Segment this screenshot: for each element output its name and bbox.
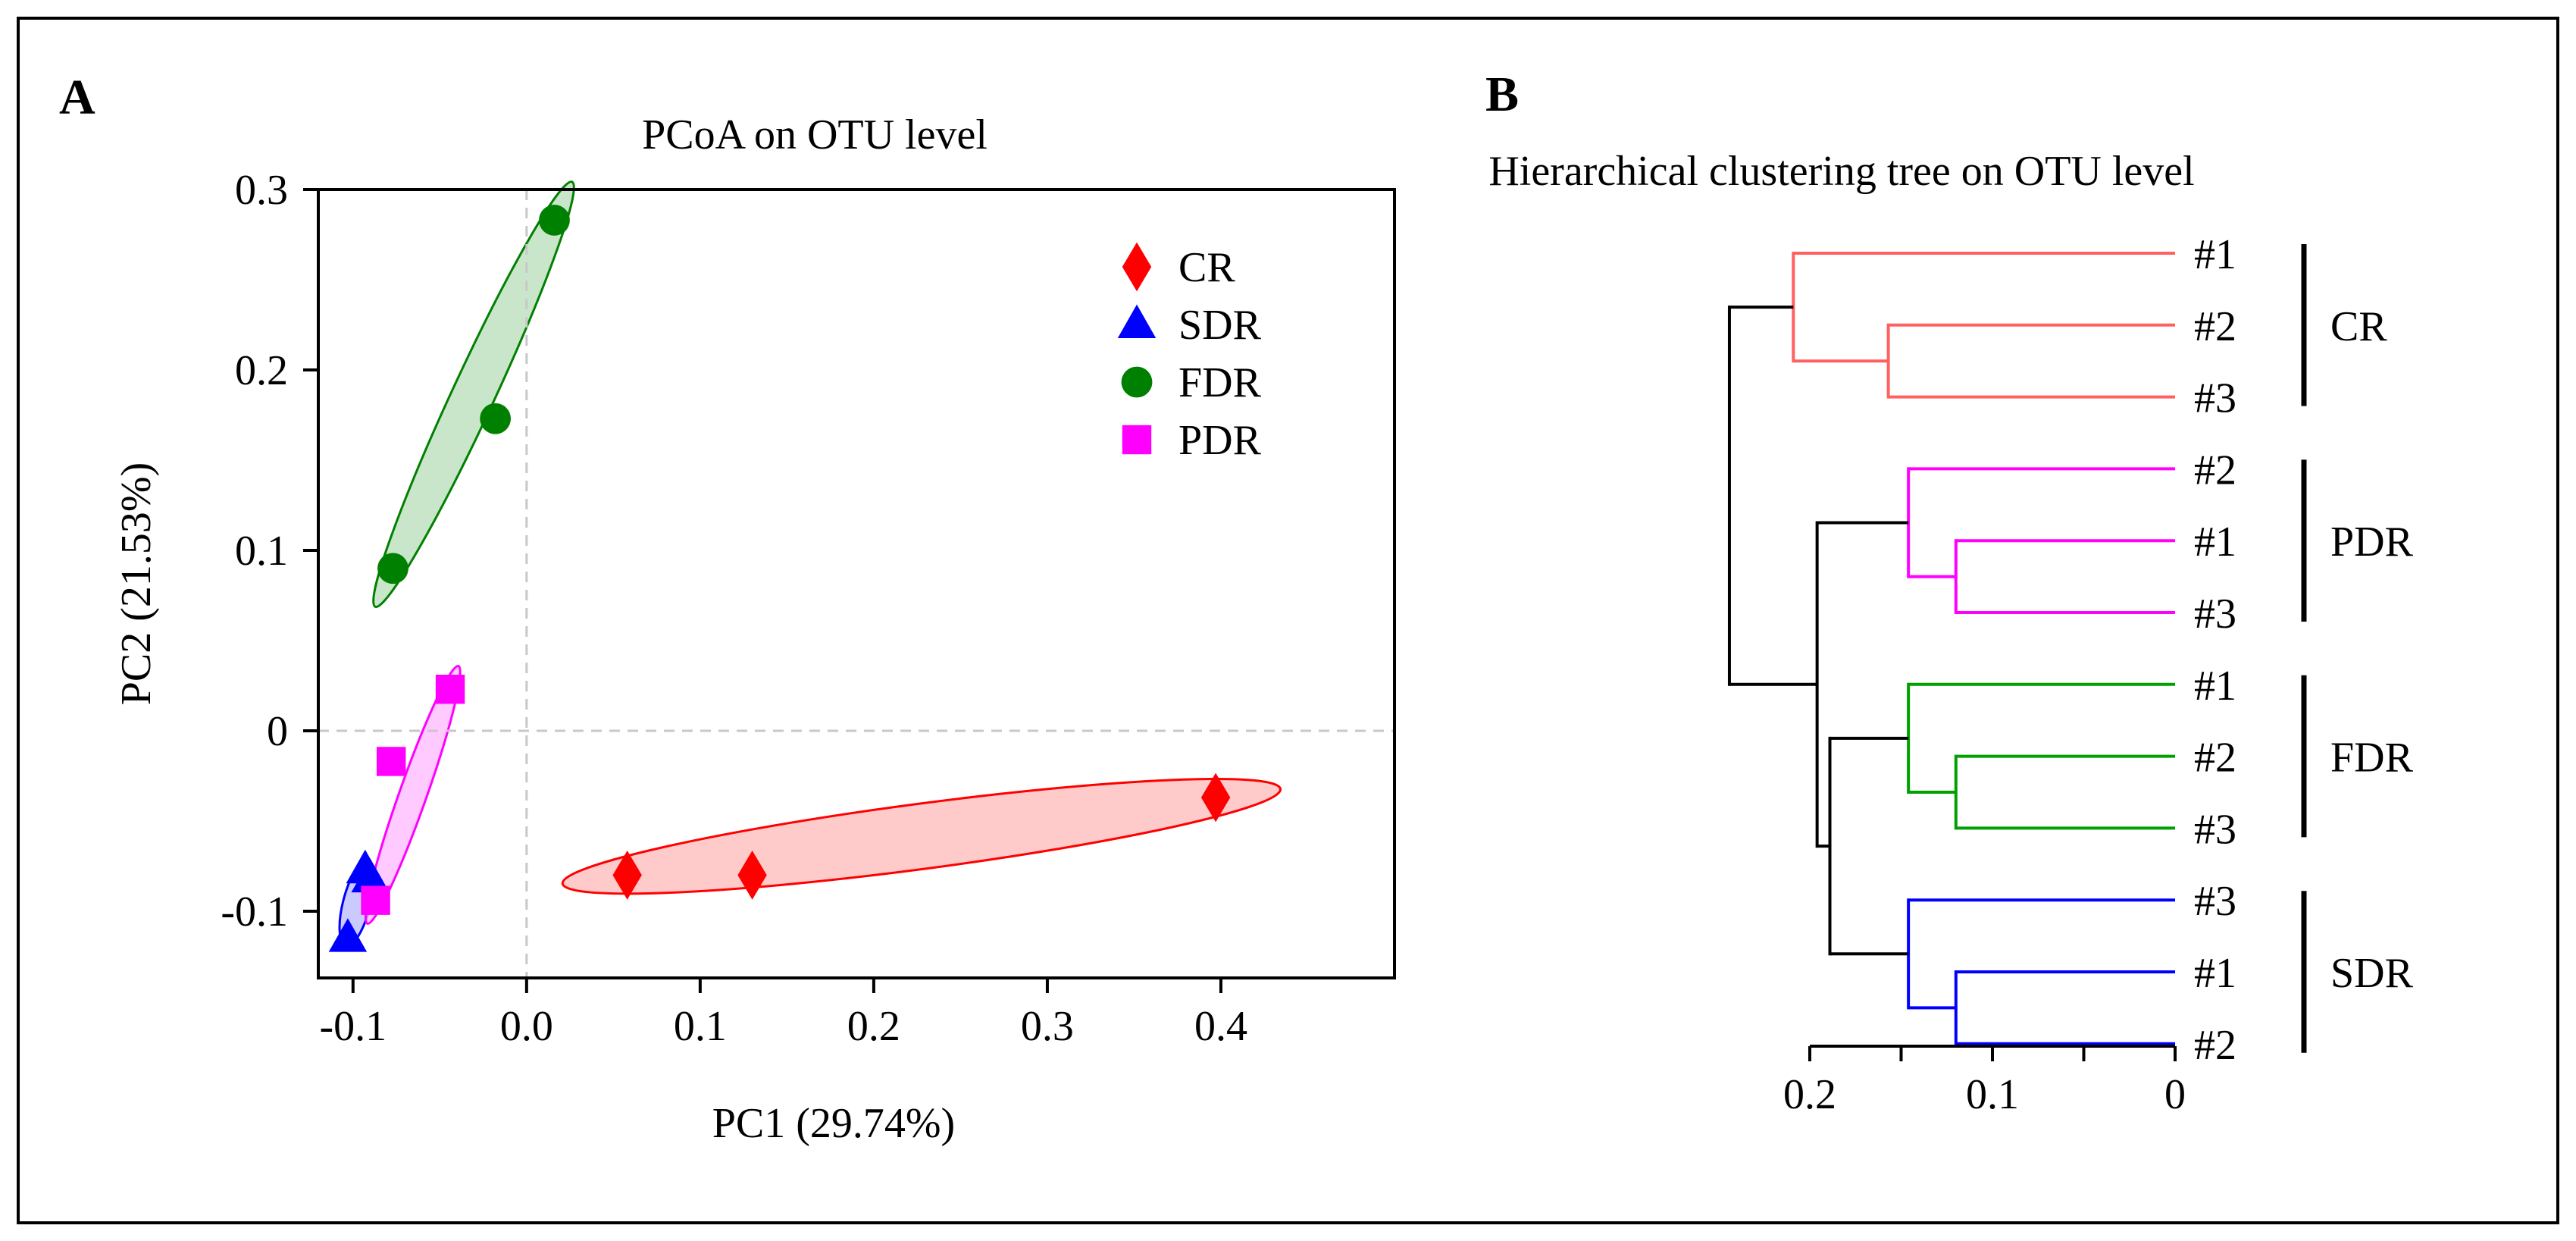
dendrogram-leaf-label: #3 <box>2194 878 2236 925</box>
pcoa-x-tick-label: 0.4 <box>1194 1003 1247 1050</box>
pcoa-chart: PCoA on OTU level -0.1 0.0 0.1 0.2 0.3 0.4 -0… <box>113 111 1396 1147</box>
pcoa-point-pdr <box>361 885 390 915</box>
dendrogram-leaf-label: #3 <box>2194 591 2236 638</box>
group-label-sdr: SDR <box>2330 950 2414 997</box>
pcoa-y-tick-label: 0 <box>267 708 288 755</box>
pcoa-y-tick-label: 0.2 <box>235 347 288 394</box>
pcoa-point-sdr <box>351 858 390 893</box>
group-label-pdr: PDR <box>2330 519 2414 566</box>
pcoa-point-cr <box>1200 772 1231 823</box>
pcoa-x-axis: -0.1 0.0 0.1 0.2 0.3 0.4 <box>319 978 1247 1050</box>
legend-marker-fdr <box>1121 366 1153 398</box>
figure-frame <box>17 17 2559 1224</box>
dendrogram-title: Hierarchical clustering tree on OTU leve… <box>1488 148 2194 195</box>
pcoa-point-sdr <box>328 918 368 952</box>
pcoa-x-tick-label: 0.3 <box>1021 1003 1074 1050</box>
dendrogram-axis-tick-label: 0.2 <box>1783 1071 1836 1118</box>
legend-marker-sdr <box>1117 304 1157 338</box>
pcoa-y-tick-label: 0.1 <box>235 528 288 575</box>
legend-label-pdr: PDR <box>1178 417 1262 464</box>
legend-marker-cr <box>1122 242 1152 292</box>
pcoa-title: PCoA on OTU level <box>642 111 988 158</box>
pcoa-point-cr <box>737 850 767 900</box>
dendrogram-leaf-label: #1 <box>2194 231 2236 278</box>
dendrogram-leaf-label: #1 <box>2194 950 2236 997</box>
pcoa-point-cr <box>612 850 642 900</box>
group-label-fdr: FDR <box>2330 735 2414 782</box>
pcoa-y-label: PC2 (21.53%) <box>113 462 160 705</box>
pcoa-x-label: PC1 (29.74%) <box>712 1100 955 1147</box>
dendrogram-axis-tick-label: 0.1 <box>1966 1071 2019 1118</box>
pcoa-x-tick-label: -0.1 <box>319 1003 387 1050</box>
pcoa-point-fdr <box>539 205 570 236</box>
pcoa-point-pdr <box>435 675 465 704</box>
dendrogram-leaf-label: #1 <box>2194 519 2236 566</box>
pcoa-point-pdr <box>376 747 406 776</box>
legend-label-cr: CR <box>1178 244 1235 291</box>
pcoa-legend: CR SDR FDR PDR <box>1117 242 1262 464</box>
dendrogram-group-brackets: CR PDR FDR SDR <box>2301 244 2414 1053</box>
dendrogram-leaf-label: #3 <box>2194 806 2236 853</box>
pcoa-y-tick-label: -0.1 <box>221 888 288 935</box>
dendrogram-axis-tick-label: 0 <box>2164 1071 2186 1118</box>
pcoa-point-fdr <box>480 403 512 434</box>
dendrogram-leaf-label: #2 <box>2194 735 2236 782</box>
pcoa-x-tick-label: 0.0 <box>500 1003 553 1050</box>
pcoa-points <box>328 205 1231 952</box>
dendrogram-axis: 0.2 0.1 0 <box>1783 1045 2186 1118</box>
group-label-cr: CR <box>2330 303 2387 350</box>
pcoa-y-tick-label: 0.3 <box>235 167 288 214</box>
dendrogram-links <box>1727 252 2175 1045</box>
dendrogram-leaf-label: #2 <box>2194 447 2236 494</box>
pcoa-x-tick-label: 0.2 <box>847 1003 900 1050</box>
pcoa-ellipse-fdr <box>372 180 575 609</box>
panel-a-label: A <box>59 70 95 125</box>
dendrogram-leaf-label: #3 <box>2194 375 2236 422</box>
dendrogram-leaf-label: #2 <box>2194 1022 2236 1069</box>
panel-b-label: B <box>1485 67 1519 122</box>
pcoa-confidence-ellipses <box>338 180 1282 948</box>
pcoa-plot-border <box>317 188 1396 979</box>
pcoa-y-axis: -0.1 0 0.1 0.2 0.3 <box>221 167 318 935</box>
pcoa-point-fdr <box>377 553 408 584</box>
dendrogram-leaf-labels: #1 #2 #3 #2 #1 #3 #1 #2 #3 #3 #1 #2 <box>2194 231 2236 1069</box>
dendrogram-leaf-label: #1 <box>2194 663 2236 710</box>
legend-marker-pdr <box>1122 425 1152 455</box>
pcoa-x-tick-label: 0.1 <box>674 1003 727 1050</box>
dendrogram-chart: Hierarchical clustering tree on OTU leve… <box>1488 148 2413 1118</box>
dendrogram-leaf-label: #2 <box>2194 303 2236 350</box>
legend-label-fdr: FDR <box>1178 359 1262 406</box>
pcoa-reference-lines <box>318 190 1394 978</box>
legend-label-sdr: SDR <box>1178 302 1262 349</box>
pcoa-ellipse-cr <box>561 778 1282 895</box>
